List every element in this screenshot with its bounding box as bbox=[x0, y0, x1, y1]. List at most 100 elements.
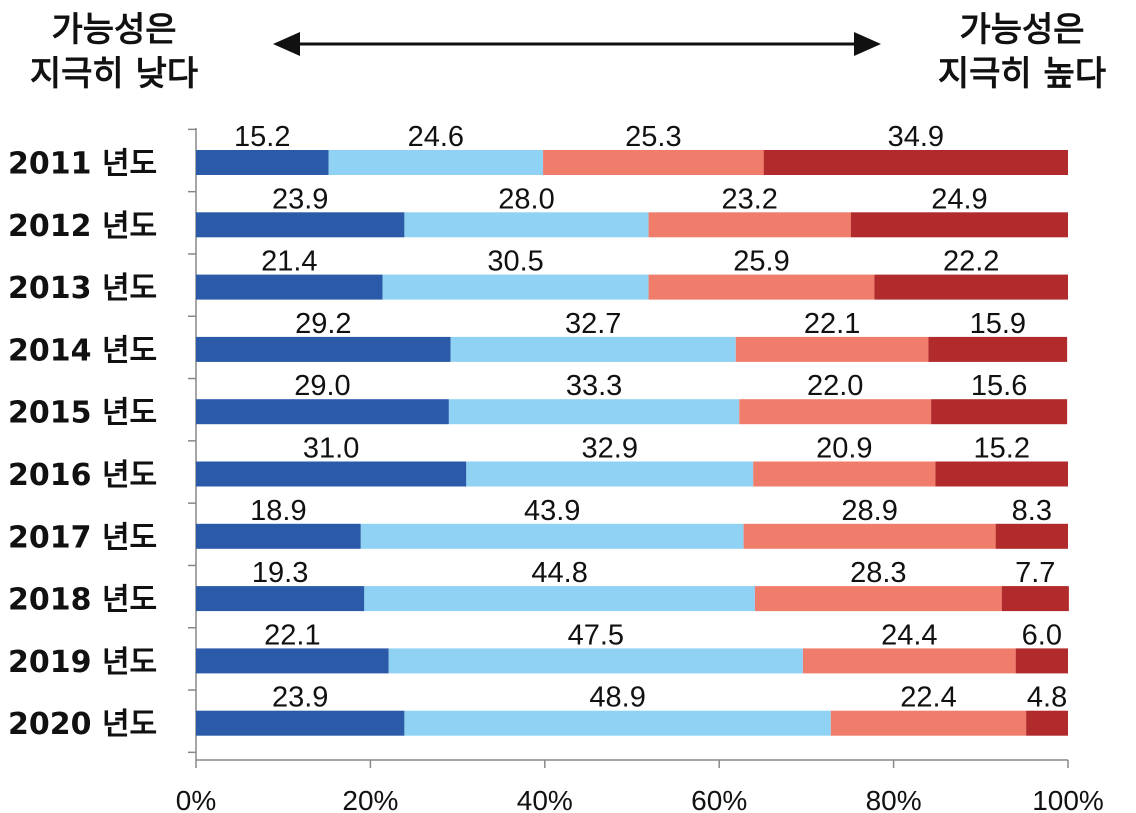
data-label: 22.2 bbox=[943, 246, 999, 278]
data-label: 15.6 bbox=[971, 370, 1027, 402]
data-label: 43.9 bbox=[524, 495, 580, 527]
bar-segment bbox=[448, 399, 740, 425]
bar-segment bbox=[928, 336, 1068, 362]
data-label: 4.8 bbox=[1027, 682, 1067, 714]
data-label: 29.0 bbox=[294, 370, 350, 402]
bar-segment bbox=[763, 150, 1068, 175]
x-tick-label: 40% bbox=[517, 785, 573, 813]
bar-segment bbox=[450, 336, 736, 362]
bar-segment bbox=[196, 648, 389, 674]
data-label: 23.9 bbox=[272, 682, 328, 714]
data-label: 32.7 bbox=[565, 308, 621, 340]
data-label: 6.0 bbox=[1022, 619, 1062, 651]
bar-segment bbox=[196, 461, 467, 487]
bar-segment bbox=[196, 586, 365, 612]
category-label: 2012 년도 bbox=[8, 209, 157, 244]
bar-segment bbox=[648, 212, 851, 238]
x-tick-label: 60% bbox=[691, 785, 747, 813]
data-label: 48.9 bbox=[589, 682, 645, 714]
data-label: 22.1 bbox=[264, 619, 320, 651]
data-label: 22.4 bbox=[900, 682, 956, 714]
data-label: 24.4 bbox=[881, 619, 937, 651]
bar-segment bbox=[382, 274, 649, 300]
bar-segment bbox=[739, 399, 932, 425]
bar-segment bbox=[754, 586, 1002, 612]
bar-segment bbox=[196, 150, 329, 175]
bar-segment bbox=[196, 710, 405, 736]
bar-segment bbox=[995, 523, 1068, 549]
bar-segment bbox=[850, 212, 1068, 238]
bar-segment bbox=[743, 523, 996, 549]
bar-segment bbox=[874, 274, 1068, 300]
data-label: 23.2 bbox=[721, 183, 777, 215]
category-label: 2018 년도 bbox=[8, 583, 157, 618]
data-label: 22.0 bbox=[807, 370, 863, 402]
left-scale-label: 가능성은 지극히 낮다 bbox=[14, 8, 214, 96]
bar-segment bbox=[1026, 710, 1068, 736]
data-label: 15.9 bbox=[970, 308, 1026, 340]
bar-segment bbox=[830, 710, 1027, 736]
bar-segment bbox=[328, 150, 544, 175]
bar-segment bbox=[648, 274, 875, 300]
data-label: 33.3 bbox=[566, 370, 622, 402]
x-tick-label: 20% bbox=[342, 785, 398, 813]
bar-segment bbox=[466, 461, 754, 487]
bar-segment bbox=[404, 710, 831, 736]
data-label: 22.1 bbox=[804, 308, 860, 340]
data-label: 24.6 bbox=[408, 121, 464, 153]
data-label: 15.2 bbox=[974, 433, 1030, 465]
category-label: 2014 년도 bbox=[8, 333, 157, 368]
right-scale-label-line1: 가능성은 bbox=[959, 10, 1085, 50]
x-tick-label: 100% bbox=[1032, 785, 1104, 813]
category-label: 2015 년도 bbox=[8, 396, 157, 431]
data-label: 47.5 bbox=[568, 619, 624, 651]
data-label: 15.2 bbox=[234, 121, 290, 153]
bar-segment bbox=[196, 336, 451, 362]
bar-segment bbox=[753, 461, 936, 487]
category-label: 2013 년도 bbox=[8, 271, 157, 306]
category-label: 2020 년도 bbox=[8, 707, 157, 742]
right-scale-label-line2: 지극히 높다 bbox=[937, 54, 1107, 94]
bar-segment bbox=[196, 212, 405, 238]
labels-group: 2011 년도 15.2 24.6 25.3 34.9 2012 년도 23.9 28.0 23… bbox=[8, 121, 1067, 742]
bar-segment bbox=[364, 586, 755, 612]
x-tick-label: 80% bbox=[866, 785, 922, 813]
left-scale-label-line1: 가능성은 bbox=[51, 10, 177, 50]
bar-segment bbox=[404, 212, 649, 238]
bar-segment bbox=[1001, 586, 1069, 612]
data-label: 28.3 bbox=[850, 557, 906, 589]
data-label: 30.5 bbox=[487, 246, 543, 278]
data-label: 34.9 bbox=[888, 121, 944, 153]
data-label: 24.9 bbox=[931, 183, 987, 215]
data-label: 44.8 bbox=[531, 557, 587, 589]
bar-segment bbox=[543, 150, 764, 175]
category-label: 2017 년도 bbox=[8, 520, 157, 555]
bar-segment bbox=[388, 648, 803, 674]
data-label: 31.0 bbox=[303, 433, 359, 465]
bar-segment bbox=[931, 399, 1068, 425]
data-label: 32.9 bbox=[582, 433, 638, 465]
data-label: 29.2 bbox=[295, 308, 351, 340]
x-tick-label: 0% bbox=[176, 785, 216, 813]
bar-segment bbox=[1015, 648, 1068, 674]
bar-segment bbox=[802, 648, 1016, 674]
data-label: 23.9 bbox=[272, 183, 328, 215]
data-label: 28.0 bbox=[498, 183, 554, 215]
data-label: 8.3 bbox=[1012, 495, 1052, 527]
category-label: 2011 년도 bbox=[8, 147, 157, 182]
data-label: 20.9 bbox=[816, 433, 872, 465]
data-label: 25.3 bbox=[625, 121, 681, 153]
data-label: 21.4 bbox=[261, 246, 317, 278]
bar-segment bbox=[735, 336, 929, 362]
bar-segment bbox=[196, 523, 361, 549]
bar-segment bbox=[935, 461, 1068, 487]
category-label: 2019 년도 bbox=[8, 645, 157, 680]
category-label: 2016 년도 bbox=[8, 458, 157, 493]
data-label: 28.9 bbox=[841, 495, 897, 527]
data-label: 18.9 bbox=[250, 495, 306, 527]
data-label: 7.7 bbox=[1015, 557, 1055, 589]
data-label: 19.3 bbox=[252, 557, 308, 589]
bar-segment bbox=[196, 399, 449, 425]
right-scale-label: 가능성은 지극히 높다 bbox=[922, 8, 1122, 96]
